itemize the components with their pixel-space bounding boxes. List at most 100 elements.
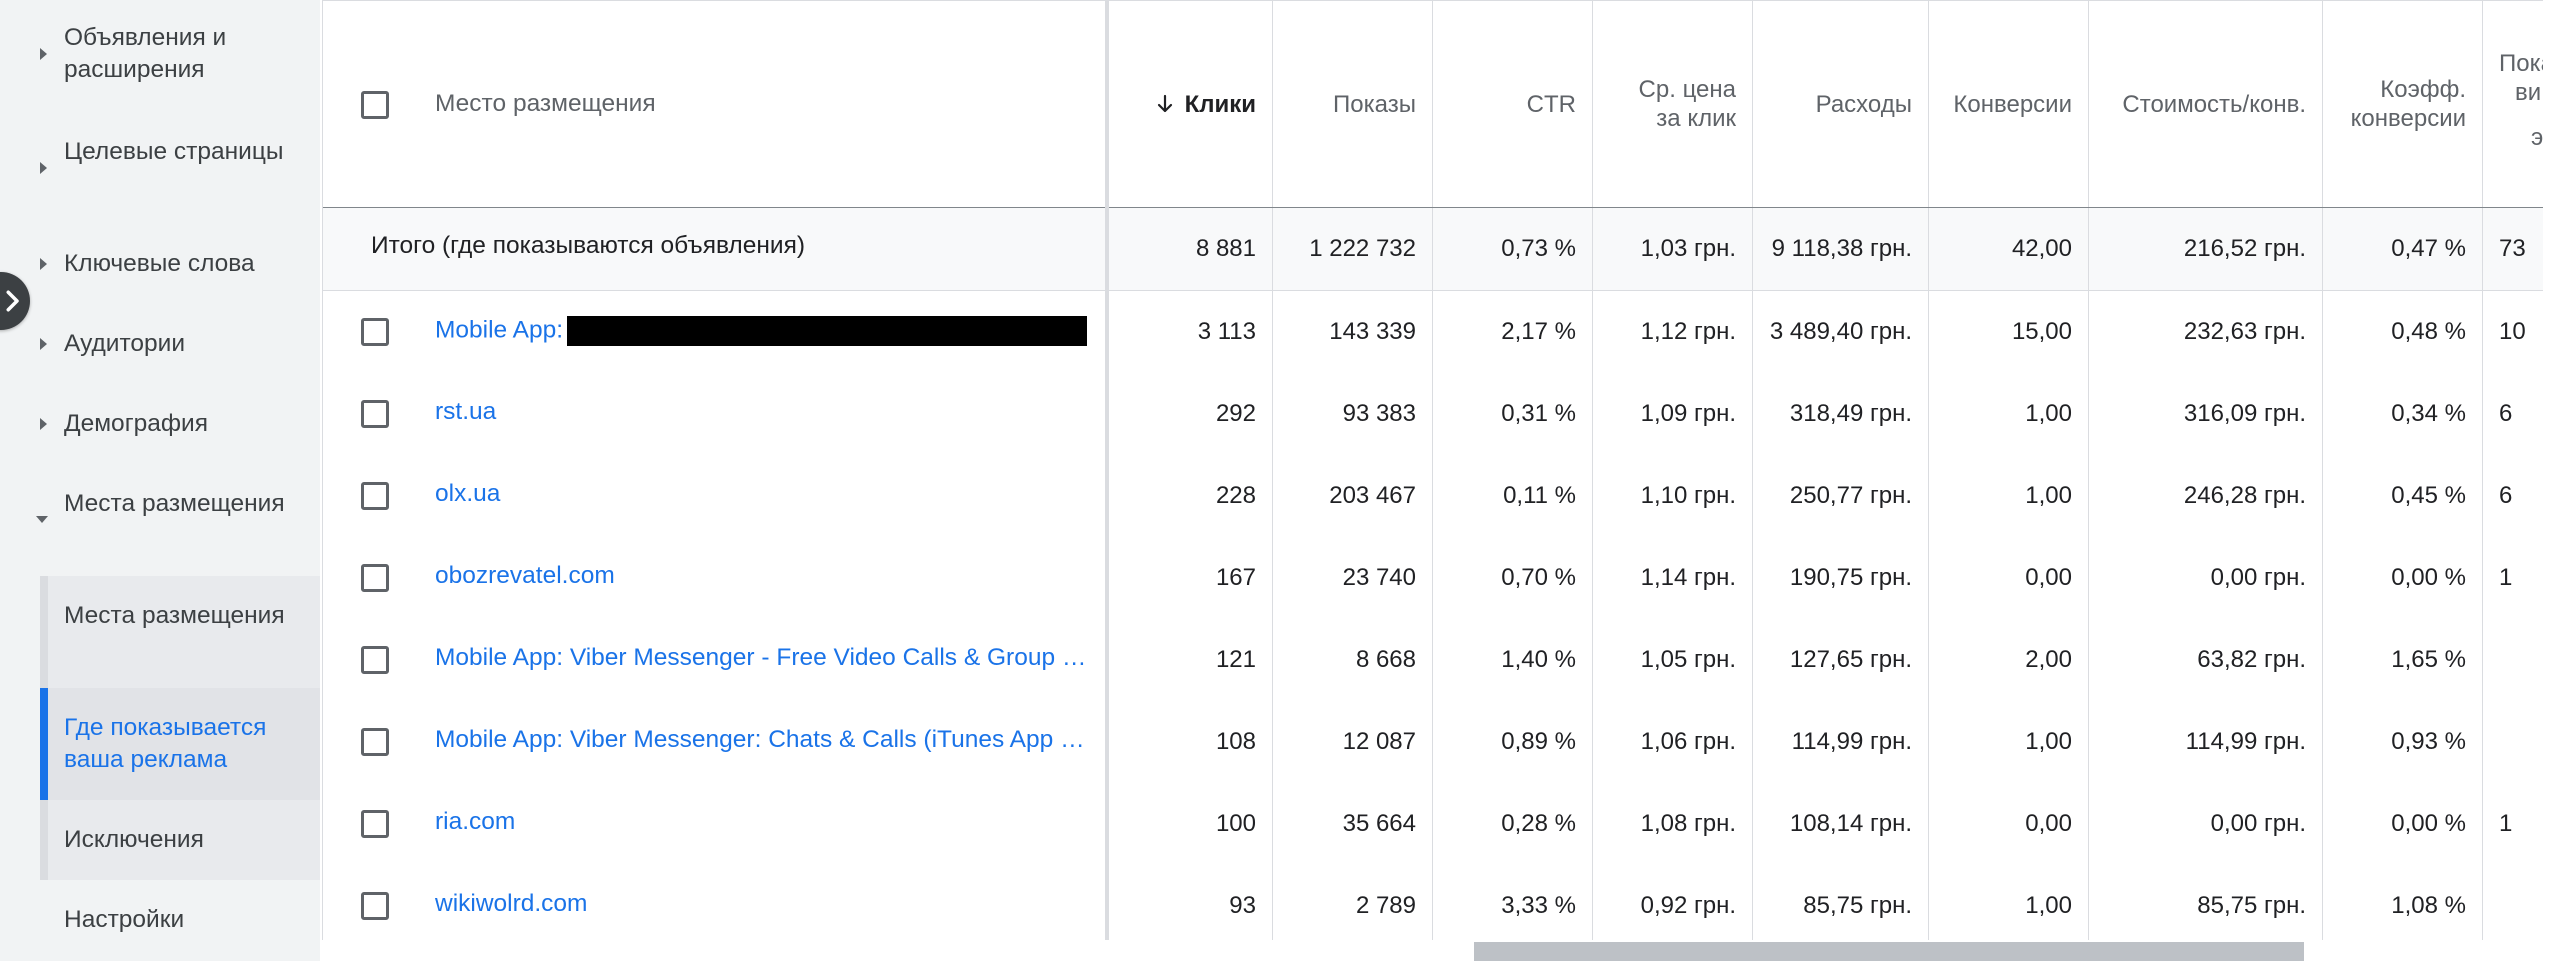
select-all-checkbox[interactable] <box>361 91 389 119</box>
row-checkbox[interactable] <box>361 892 389 920</box>
sidebar-item-label: Аудитории <box>64 330 186 357</box>
cell-ctr: 3,33 % <box>1433 865 1593 940</box>
total-conv-rate: 0,47 % <box>2323 208 2483 290</box>
placement-link[interactable]: rst.ua <box>435 398 497 425</box>
cell-cost-per-conv: 63,82 грн. <box>2089 619 2323 701</box>
cell-conversions: 1,00 <box>1929 373 2089 455</box>
cell-impressions: 12 087 <box>1273 701 1433 783</box>
total-clicks: 8 881 <box>1109 208 1273 290</box>
horizontal-scrollbar[interactable] <box>1474 942 2304 961</box>
redacted-block <box>567 316 1088 346</box>
header-clicks[interactable]: Клики <box>1109 1 1273 207</box>
cell-conv-rate: 0,93 % <box>2323 701 2483 783</box>
header-ctr[interactable]: CTR <box>1433 1 1593 207</box>
header-cost-per-conv[interactable]: Стоимость/конв. <box>2089 1 2323 207</box>
cell-impressions: 2 789 <box>1273 865 1433 940</box>
row-checkbox[interactable] <box>361 646 389 674</box>
cell-clicks: 292 <box>1109 373 1273 455</box>
sidebar-item-ads-extensions[interactable]: Объявления и расширения <box>0 22 320 88</box>
sidebar: Объявления и расширения Целевые страницы… <box>0 0 320 961</box>
cell-partial <box>2499 619 2543 701</box>
cell-partial <box>2499 865 2543 940</box>
sidebar-subitem-label: Где показывается ваша реклама <box>64 714 267 773</box>
header-cost-label: Расходы <box>1815 90 1912 118</box>
cell-avg-cpc: 1,12 грн. <box>1593 291 1753 373</box>
cell-impressions: 203 467 <box>1273 455 1433 537</box>
header-placement[interactable]: Место размещения <box>435 90 656 117</box>
sidebar-item-label: Демография <box>64 410 208 437</box>
cell-impressions: 93 383 <box>1273 373 1433 455</box>
row-checkbox[interactable] <box>361 482 389 510</box>
cell-ctr: 1,40 % <box>1433 619 1593 701</box>
table-row: obozrevatel.com 167 23 740 0,70 % 1,14 г… <box>323 537 2543 620</box>
row-checkbox[interactable] <box>361 318 389 346</box>
header-impressions[interactable]: Показы <box>1273 1 1433 207</box>
table-header: Место размещения Клики Показы CTR Ср. це… <box>323 0 2543 210</box>
placement-link[interactable]: Mobile App: Viber Messenger - Free Video… <box>435 644 1095 671</box>
placement-link[interactable]: wikiwolrd.com <box>435 890 588 917</box>
header-conversions[interactable]: Конверсии <box>1929 1 2089 207</box>
sidebar-item-audiences[interactable]: Аудитории <box>0 328 320 360</box>
chevron-right-icon <box>6 290 19 312</box>
header-cost-per-conv-label: Стоимость/конв. <box>2122 90 2306 118</box>
cell-conv-rate: 0,45 % <box>2323 455 2483 537</box>
header-partial-line2: ви <box>2515 79 2542 106</box>
header-conv-rate[interactable]: Коэфф. конверсии <box>2323 1 2483 207</box>
sidebar-subitem-placements[interactable]: Места размещения <box>40 576 320 688</box>
cell-cost-per-conv: 85,75 грн. <box>2089 865 2323 940</box>
sidebar-item-landing-pages[interactable]: Целевые страницы <box>0 136 320 202</box>
collapse-sidebar-button[interactable] <box>0 272 30 330</box>
sidebar-item-label: Объявления и расширения <box>64 24 227 83</box>
cell-conv-rate: 0,00 % <box>2323 783 2483 865</box>
cell-conv-rate: 0,34 % <box>2323 373 2483 455</box>
row-checkbox[interactable] <box>361 564 389 592</box>
sidebar-item-label: Целевые страницы <box>64 138 284 165</box>
placement-link[interactable]: Mobile App: <box>435 316 1095 346</box>
sidebar-item-settings[interactable]: Настройки <box>0 904 320 936</box>
cell-cost-per-conv: 114,99 грн. <box>2089 701 2323 783</box>
total-cost-per-conv: 216,52 грн. <box>2089 208 2323 290</box>
sidebar-subitem-label: Исключения <box>64 826 204 853</box>
sidebar-item-label: Ключевые слова <box>64 250 255 277</box>
total-avg-cpc: 1,03 грн. <box>1593 208 1753 290</box>
sidebar-subitem-exclusions[interactable]: Исключения <box>40 800 320 880</box>
cell-conv-rate: 0,48 % <box>2323 291 2483 373</box>
sidebar-item-keywords[interactable]: Ключевые слова <box>0 248 320 280</box>
triangle-right-icon <box>40 48 47 60</box>
cell-ctr: 0,28 % <box>1433 783 1593 865</box>
row-checkbox[interactable] <box>361 728 389 756</box>
total-row: Итого (где показываются объявления) 8 88… <box>323 208 2543 291</box>
sidebar-item-placements[interactable]: Места размещения <box>0 488 320 554</box>
total-partial: 73 <box>2499 235 2526 262</box>
header-cost[interactable]: Расходы <box>1753 1 1929 207</box>
total-label: Итого (где показываются объявления) <box>371 232 805 259</box>
placements-table: Место размещения Клики Показы CTR Ср. це… <box>322 0 2543 940</box>
row-checkbox[interactable] <box>361 400 389 428</box>
placement-link[interactable]: ria.com <box>435 808 516 835</box>
placement-link[interactable]: obozrevatel.com <box>435 562 615 589</box>
sidebar-rail <box>40 576 48 688</box>
cell-clicks: 121 <box>1109 619 1273 701</box>
cell-partial: 1 <box>2499 810 2513 837</box>
triangle-right-icon <box>40 258 47 270</box>
sidebar-item-label: Настройки <box>64 906 185 933</box>
header-ctr-label: CTR <box>1526 90 1576 118</box>
cell-conversions: 0,00 <box>1929 537 2089 619</box>
active-indicator <box>40 688 48 800</box>
header-partial-column[interactable]: Пока ви эк <box>2483 1 2543 207</box>
sidebar-subitem-where-ads-showed[interactable]: Где показывается ваша реклама <box>40 688 320 800</box>
cell-cost: 250,77 грн. <box>1753 455 1929 537</box>
header-avg-cpc-line1: Ср. цена <box>1638 76 1736 103</box>
header-partial-line1: Пока <box>2499 50 2543 77</box>
header-conversions-label: Конверсии <box>1953 90 2072 118</box>
cell-avg-cpc: 1,06 грн. <box>1593 701 1753 783</box>
row-checkbox[interactable] <box>361 810 389 838</box>
header-avg-cpc[interactable]: Ср. цена за клик <box>1593 1 1753 207</box>
cell-partial: 10 <box>2499 318 2526 345</box>
cell-cost: 114,99 грн. <box>1753 701 1929 783</box>
placement-link[interactable]: Mobile App: Viber Messenger: Chats & Cal… <box>435 726 1095 753</box>
total-cost: 9 118,38 грн. <box>1753 208 1929 290</box>
sidebar-item-demographics[interactable]: Демография <box>0 408 320 440</box>
table-row: Mobile App: Viber Messenger: Chats & Cal… <box>323 701 2543 784</box>
placement-link[interactable]: olx.ua <box>435 480 501 507</box>
